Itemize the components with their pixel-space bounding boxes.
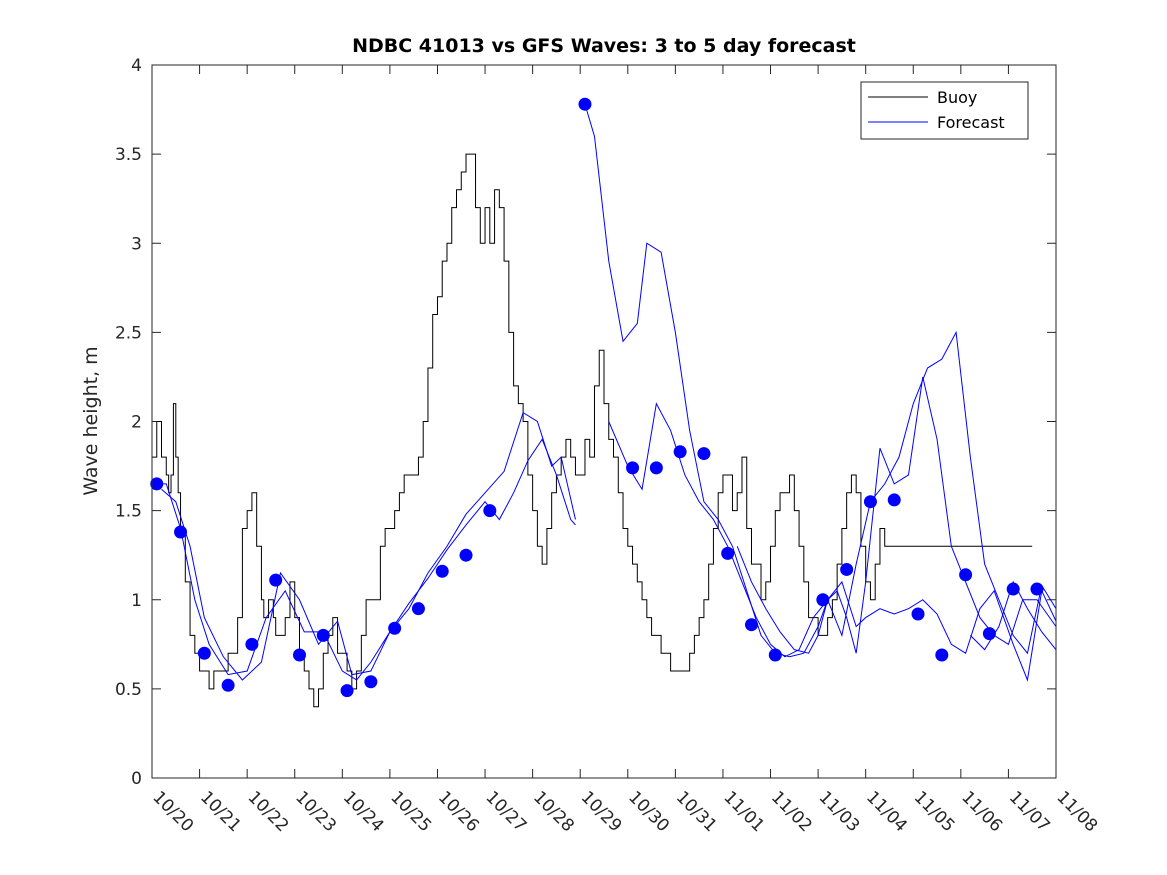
forecast-marker <box>364 675 378 689</box>
x-tick-label: 11/02 <box>767 787 816 836</box>
x-tick-label: 11/06 <box>957 787 1006 836</box>
forecast-marker <box>744 618 758 632</box>
x-tick-label: 10/29 <box>577 787 626 836</box>
forecast-marker <box>863 495 877 509</box>
plot-area <box>152 65 1056 778</box>
forecast-marker <box>174 525 188 539</box>
legend-box <box>860 81 1029 140</box>
forecast-marker <box>269 573 283 587</box>
forecast-marker <box>887 493 901 507</box>
x-tick-label: 11/07 <box>1005 787 1054 836</box>
plot-border <box>151 64 1057 779</box>
legend: Buoy Forecast <box>860 81 1029 140</box>
forecast-marker <box>626 461 640 475</box>
forecast-line <box>970 580 1057 651</box>
forecast-marker <box>292 648 306 662</box>
x-tick-label: 11/08 <box>1052 787 1101 836</box>
y-tick-label: 3.5 <box>115 145 142 165</box>
forecast-marker <box>959 568 973 582</box>
forecast-marker <box>578 97 592 111</box>
y-tick-label: 3 <box>131 234 142 254</box>
forecast-marker <box>911 607 925 621</box>
x-tick-label: 11/03 <box>815 787 864 836</box>
forecast-marker <box>197 646 211 660</box>
y-tick-label: 1 <box>131 591 142 611</box>
x-tick-label: 10/23 <box>291 787 340 836</box>
forecast-marker <box>697 447 711 461</box>
forecast-markers <box>150 97 1044 698</box>
forecast-marker <box>150 477 164 491</box>
buoy-line <box>152 153 1033 708</box>
x-tick-label: 10/26 <box>434 787 483 836</box>
x-tick-label: 10/31 <box>672 787 721 836</box>
x-tick-label: 10/20 <box>148 787 197 836</box>
y-tick-label: 0 <box>131 769 142 789</box>
x-tick-label: 10/24 <box>339 787 388 836</box>
forecast-line <box>156 411 576 681</box>
x-tick-label: 11/04 <box>862 787 911 836</box>
forecast-line <box>584 104 1057 658</box>
legend-buoy-label: Buoy <box>937 88 977 107</box>
forecast-marker <box>483 504 497 518</box>
forecast-marker <box>768 648 782 662</box>
forecast-line <box>736 546 1057 682</box>
forecast-marker <box>221 678 235 692</box>
x-tick-label: 10/21 <box>196 787 245 836</box>
forecast-marker <box>649 461 663 475</box>
y-tick-label: 1.5 <box>115 502 142 522</box>
forecast-marker <box>411 602 425 616</box>
forecast-marker <box>721 546 735 560</box>
forecast-line <box>608 330 1057 658</box>
forecast-marker <box>316 628 330 642</box>
forecast-marker <box>1006 582 1020 596</box>
forecast-marker <box>935 648 949 662</box>
forecast-series <box>156 104 1057 682</box>
x-tick-label: 11/05 <box>910 787 959 836</box>
forecast-line <box>161 438 576 681</box>
forecast-marker <box>840 562 854 576</box>
y-tick-label: 4 <box>131 56 142 76</box>
x-tick-label: 10/25 <box>386 787 435 836</box>
chart-title: NDBC 41013 vs GFS Waves: 3 to 5 day fore… <box>352 35 856 57</box>
forecast-marker <box>435 564 449 578</box>
forecast-marker <box>1030 582 1044 596</box>
forecast-marker <box>245 637 259 651</box>
forecast-marker <box>673 445 687 459</box>
x-tick-label: 10/28 <box>529 787 578 836</box>
buoy-series <box>152 153 1033 708</box>
legend-forecast-label: Forecast <box>937 113 1005 132</box>
forecast-marker <box>982 627 996 641</box>
forecast-marker <box>388 621 402 635</box>
y-tick-label: 0.5 <box>115 680 142 700</box>
forecast-marker <box>816 593 830 607</box>
y-tick-label: 2.5 <box>115 323 142 343</box>
forecast-marker <box>340 684 354 698</box>
x-tick-label: 10/22 <box>244 787 293 836</box>
x-tick-label: 10/30 <box>624 787 673 836</box>
x-tick-label: 10/27 <box>482 787 531 836</box>
x-tick-label: 11/01 <box>719 787 768 836</box>
y-axis-label: Wave height, m <box>80 346 102 495</box>
forecast-marker <box>459 548 473 562</box>
y-tick-label: 2 <box>131 413 142 433</box>
